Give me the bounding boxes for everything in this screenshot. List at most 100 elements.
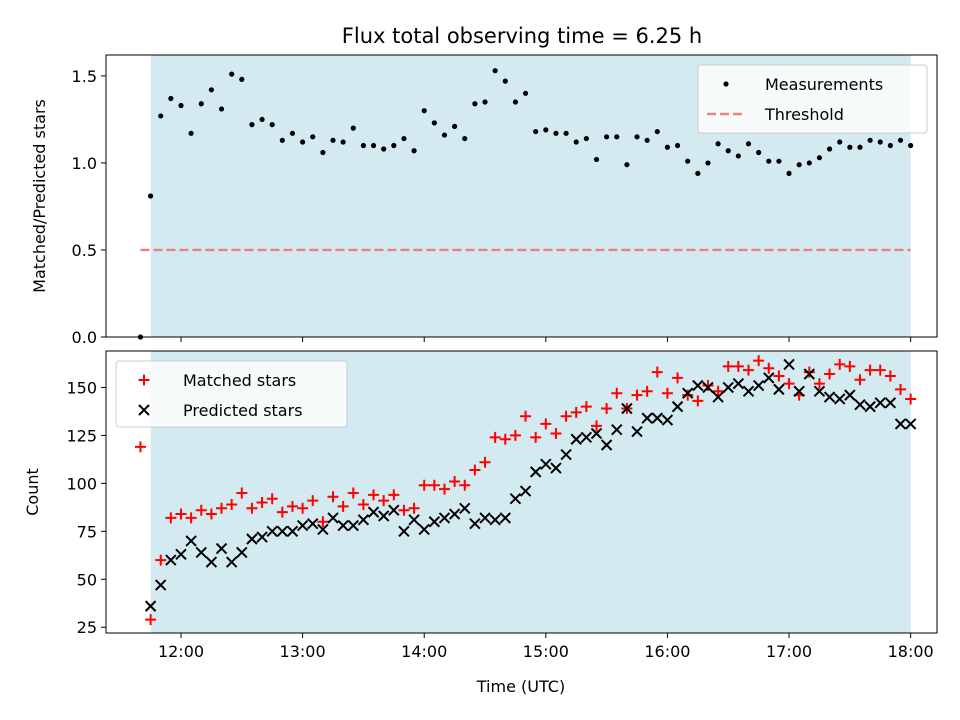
measurement-point	[634, 134, 640, 140]
predicted-star-point	[580, 431, 593, 444]
matched-star-point	[651, 366, 663, 378]
matched-star-point	[195, 504, 207, 516]
matched-star-point	[327, 491, 339, 503]
matched-star-point	[236, 487, 248, 499]
predicted-star-point	[276, 525, 289, 538]
predicted-star-point	[225, 556, 238, 568]
predicted-star-point	[884, 397, 897, 409]
predicted-star-point	[834, 393, 846, 405]
measurement-point	[614, 134, 620, 140]
predicted-star-point	[469, 517, 481, 530]
measurement-point	[431, 120, 437, 126]
measurement-point	[806, 160, 812, 166]
measurement-point	[340, 139, 346, 145]
predicted-star-point	[489, 514, 501, 526]
measurement-point	[533, 128, 539, 135]
predicted-star-point	[844, 389, 856, 401]
predicted-star-point	[793, 385, 805, 397]
predicted-star-point	[641, 412, 653, 424]
x-tick-label: 16:00	[644, 642, 690, 661]
measurement-point	[685, 158, 691, 164]
series-measurements	[137, 68, 914, 340]
predicted-star-point	[550, 462, 562, 474]
measurement-point	[370, 142, 377, 149]
predicted-star-point	[205, 556, 218, 568]
predicted-star-point	[519, 485, 532, 497]
matched-star-point	[712, 385, 724, 397]
measurement-point	[147, 193, 154, 199]
matched-star-point	[408, 502, 420, 514]
matched-star-point	[611, 387, 623, 399]
y-tick-label: 0.5	[72, 241, 97, 260]
measurement-point	[300, 139, 306, 145]
predicted-star-point	[752, 379, 765, 392]
matched-star-point	[854, 374, 866, 386]
measurement-point	[198, 101, 204, 107]
predicted-star-point	[236, 546, 248, 559]
predicted-star-point	[732, 377, 745, 390]
matched-star-point	[874, 364, 886, 376]
matched-star-point	[276, 506, 288, 518]
matched-star-point	[317, 516, 329, 528]
measurement-point	[766, 158, 772, 164]
matched-star-point	[509, 429, 521, 441]
matched-star-point	[347, 487, 359, 499]
matched-star-point	[489, 431, 501, 443]
measurement-point	[452, 123, 458, 129]
predicted-star-point	[408, 514, 420, 526]
matched-star-point	[337, 500, 349, 512]
predicted-star-point	[185, 535, 197, 547]
predicted-star-point	[783, 358, 795, 371]
measurement-point	[816, 155, 823, 161]
matched-star-point	[469, 464, 481, 476]
predicted-star-point	[560, 448, 572, 461]
predicted-star-point	[215, 542, 228, 555]
predicted-star-point	[388, 504, 400, 516]
matched-star-point	[540, 418, 552, 430]
predicted-star-point	[600, 439, 613, 451]
measurement-point	[593, 156, 600, 163]
matched-star-point	[307, 495, 319, 507]
figure-title: Flux total observing time = 6.25 h	[342, 24, 702, 48]
predicted-star-point	[459, 502, 471, 515]
predicted-star-point	[448, 508, 461, 520]
matched-star-point	[418, 479, 430, 491]
measurement-point	[573, 139, 579, 145]
axes-frame	[105, 54, 938, 338]
measurement-point	[320, 149, 326, 156]
measurement-point	[715, 141, 721, 147]
predicted-star-point	[722, 381, 734, 394]
measurement-point	[137, 334, 144, 340]
measurement-point	[776, 158, 782, 164]
measurement-point	[269, 122, 275, 128]
matched-star-point	[256, 497, 268, 509]
measurement-point	[472, 101, 478, 107]
measurement-point	[421, 108, 427, 114]
predicted-star-point	[418, 523, 430, 536]
matched-star-point	[672, 372, 684, 384]
predicted-star-point	[266, 525, 278, 538]
predicted-star-point	[702, 381, 714, 394]
matched-star-point	[499, 433, 511, 445]
x-tick-label: 18:00	[888, 642, 934, 661]
measurement-point	[654, 128, 660, 135]
measurement-point	[604, 134, 610, 140]
matched-star-point	[753, 355, 765, 367]
y-axis-label: Matched/Predicted stars	[30, 99, 49, 293]
matched-star-point	[479, 456, 491, 468]
predicted-star-point	[611, 423, 623, 436]
matched-star-point	[580, 401, 592, 413]
legend-label: Predicted stars	[183, 401, 303, 420]
measurement-point	[735, 153, 741, 159]
matched-star-point	[388, 489, 400, 501]
predicted-star-point	[621, 402, 633, 415]
matched-star-point	[702, 380, 714, 392]
predicted-star-point	[175, 548, 187, 561]
measurement-point	[826, 146, 833, 152]
matched-star-point	[520, 410, 532, 422]
matched-star-point	[134, 441, 146, 453]
measurement-point	[786, 170, 792, 176]
matched-star-point	[205, 508, 217, 520]
measurement-point	[563, 130, 569, 136]
predicted-star-point	[307, 517, 319, 530]
